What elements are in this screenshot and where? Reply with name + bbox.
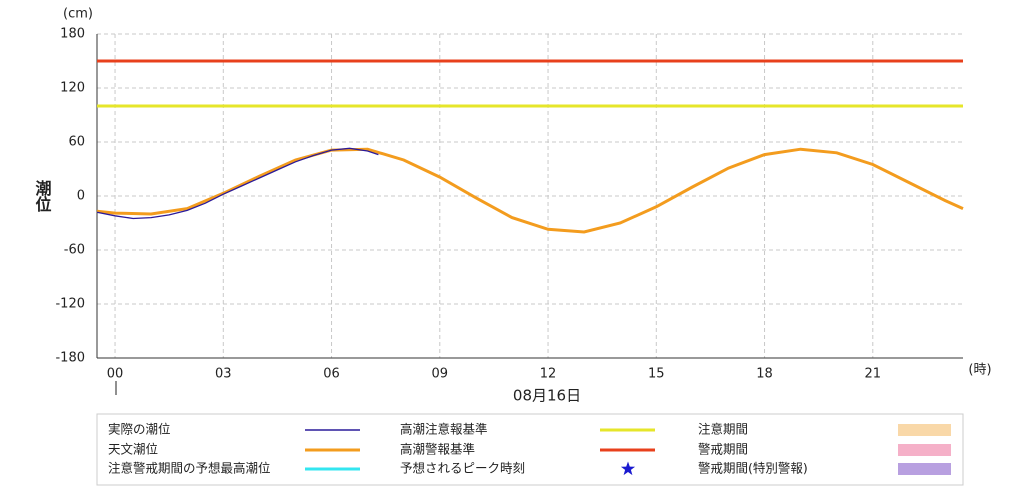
x-tick-label: 15 (648, 367, 665, 382)
y-tick-label: -180 (55, 351, 85, 366)
x-tick-label: 21 (865, 367, 882, 382)
legend-label: 高潮注意報基準 (400, 422, 488, 437)
date-label: 08月16日 (513, 387, 581, 405)
legend-label: 天文潮位 (108, 442, 158, 457)
legend-label: 警戒期間 (698, 442, 748, 457)
legend-box (96, 413, 964, 486)
legend-label: 実際の潮位 (108, 422, 171, 437)
y-tick-label: 120 (60, 81, 85, 96)
legend-swatch (898, 463, 951, 475)
legend-label: 予想されるピーク時刻 (400, 461, 525, 476)
x-tick-label: 18 (756, 367, 773, 382)
legend-label: 警戒期間(特別警報) (698, 461, 808, 476)
y-tick-label: -120 (55, 297, 85, 312)
legend-swatch (620, 461, 636, 476)
x-tick-label: 12 (540, 367, 557, 382)
y-tick-label: 60 (68, 135, 85, 150)
tide-line (96, 147, 964, 234)
tide-line (96, 147, 379, 220)
legend-swatch (898, 424, 951, 436)
legend-label: 注意期間 (698, 422, 748, 437)
x-unit: (時) (968, 363, 991, 378)
y-tick-label: 180 (60, 27, 85, 42)
x-tick-label: 06 (323, 367, 340, 382)
y-unit: (cm) (63, 7, 93, 22)
legend-swatch (898, 444, 951, 456)
x-tick-label: 03 (215, 367, 232, 382)
y-tick-label: -60 (64, 243, 85, 258)
y-axis-label: 潮位 (33, 179, 52, 213)
x-tick-label: 00 (107, 367, 124, 382)
y-tick-label: 0 (77, 189, 85, 204)
legend-label: 高潮警報基準 (400, 442, 475, 457)
legend-label: 注意警戒期間の予想最高潮位 (108, 461, 271, 476)
x-tick-label: 09 (432, 367, 449, 382)
